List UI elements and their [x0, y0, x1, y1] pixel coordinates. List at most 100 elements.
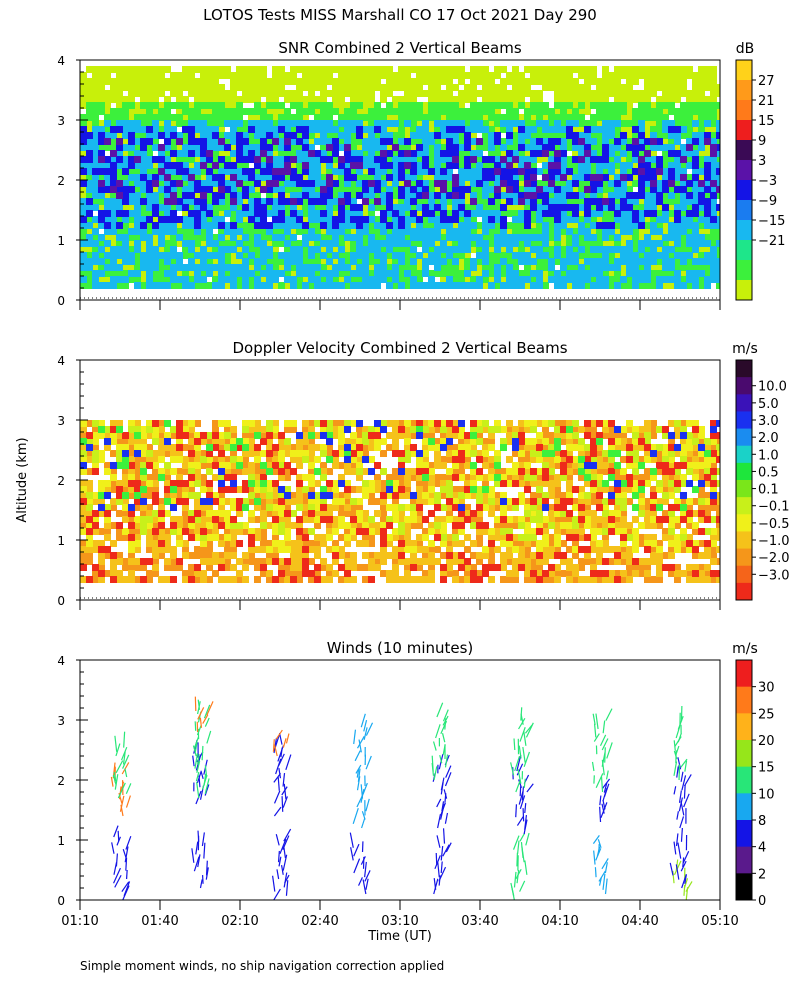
- heatmap-cell: [446, 102, 453, 109]
- heatmap-cell: [362, 90, 369, 97]
- heatmap-cell: [110, 90, 117, 97]
- heatmap-cell: [338, 174, 345, 181]
- heatmap-cell: [320, 174, 327, 181]
- heatmap-cell: [476, 78, 483, 85]
- heatmap-cell: [362, 66, 369, 73]
- heatmap-cell: [338, 234, 345, 241]
- heatmap-cell: [404, 132, 411, 139]
- heatmap-cell: [356, 78, 363, 85]
- heatmap-cell: [284, 72, 291, 79]
- heatmap-cell: [386, 84, 393, 91]
- heatmap-cell: [350, 102, 357, 109]
- heatmap-cell: [236, 246, 243, 253]
- heatmap-cell: [254, 96, 261, 103]
- heatmap-cell: [662, 108, 669, 115]
- heatmap-cell: [374, 108, 381, 115]
- heatmap-cell: [404, 114, 411, 121]
- heatmap-cell: [254, 270, 261, 277]
- heatmap-cell: [236, 204, 243, 211]
- heatmap-cell: [440, 90, 447, 97]
- heatmap-cell: [572, 66, 579, 73]
- heatmap-cell: [350, 186, 357, 193]
- heatmap-cell: [464, 120, 471, 127]
- heatmap-cell: [668, 78, 675, 85]
- heatmap-cell: [392, 108, 399, 115]
- heatmap-cell: [392, 72, 399, 79]
- heatmap-cell: [248, 180, 255, 187]
- heatmap-cell: [308, 222, 315, 229]
- heatmap-cell: [704, 84, 711, 91]
- heatmap-cell: [668, 84, 675, 91]
- heatmap-cell: [98, 264, 105, 271]
- heatmap-cell: [344, 78, 351, 85]
- heatmap-cell: [626, 132, 633, 139]
- heatmap-cell: [626, 180, 633, 187]
- heatmap-cell: [344, 258, 351, 265]
- heatmap-cell: [344, 228, 351, 235]
- heatmap-cell: [362, 234, 369, 241]
- heatmap-cell: [482, 276, 489, 283]
- heatmap-cell: [566, 90, 573, 97]
- heatmap-cell: [428, 156, 435, 163]
- heatmap-cell: [302, 72, 309, 79]
- heatmap-cell: [416, 270, 423, 277]
- heatmap-cell: [644, 78, 651, 85]
- heatmap-cell: [548, 84, 555, 91]
- heatmap-cell: [80, 114, 87, 121]
- heatmap-cell: [512, 96, 519, 103]
- heatmap-cell: [122, 78, 129, 85]
- heatmap-cell: [242, 96, 249, 103]
- heatmap-cell: [140, 114, 147, 121]
- heatmap-cell: [380, 90, 387, 97]
- heatmap-cell: [236, 96, 243, 103]
- heatmap-cell: [566, 96, 573, 103]
- heatmap-cell: [98, 90, 105, 97]
- heatmap-cell: [260, 180, 267, 187]
- heatmap-cell: [158, 198, 165, 205]
- heatmap-cell: [548, 78, 555, 85]
- heatmap-cell: [410, 120, 417, 127]
- heatmap-cell: [296, 204, 303, 211]
- heatmap-cell: [272, 246, 279, 253]
- heatmap-cell: [464, 96, 471, 103]
- heatmap-cell: [92, 234, 99, 241]
- heatmap-cell: [494, 198, 501, 205]
- heatmap-cell: [284, 96, 291, 103]
- heatmap-cell: [662, 84, 669, 91]
- heatmap-cell: [494, 72, 501, 79]
- heatmap-cell: [578, 96, 585, 103]
- heatmap-cell: [212, 120, 219, 127]
- heatmap-cell: [362, 210, 369, 217]
- heatmap-cell: [332, 204, 339, 211]
- heatmap-cell: [536, 72, 543, 79]
- heatmap-cell: [404, 102, 411, 109]
- heatmap-cell: [656, 84, 663, 91]
- heatmap-cell: [560, 78, 567, 85]
- heatmap-cell: [188, 156, 195, 163]
- heatmap-cell: [416, 198, 423, 205]
- heatmap-cell: [644, 126, 651, 133]
- heatmap-cell: [182, 102, 189, 109]
- heatmap-cell: [542, 66, 549, 73]
- heatmap-cell: [278, 78, 285, 85]
- heatmap-cell: [266, 108, 273, 115]
- heatmap-cell: [350, 138, 357, 145]
- heatmap-cell: [476, 156, 483, 163]
- heatmap-cell: [494, 84, 501, 91]
- heatmap-cell: [290, 186, 297, 193]
- heatmap-cell: [242, 228, 249, 235]
- heatmap-cell: [158, 270, 165, 277]
- heatmap-cell: [104, 258, 111, 265]
- heatmap-cell: [356, 84, 363, 91]
- heatmap-cell: [218, 72, 225, 79]
- heatmap-cell: [320, 114, 327, 121]
- heatmap-cell: [272, 114, 279, 121]
- heatmap-cell: [428, 72, 435, 79]
- heatmap-cell: [146, 222, 153, 229]
- heatmap-cell: [332, 108, 339, 115]
- heatmap-cell: [290, 90, 297, 97]
- heatmap-cell: [410, 252, 417, 259]
- heatmap-cell: [620, 84, 627, 91]
- heatmap-cell: [242, 222, 249, 229]
